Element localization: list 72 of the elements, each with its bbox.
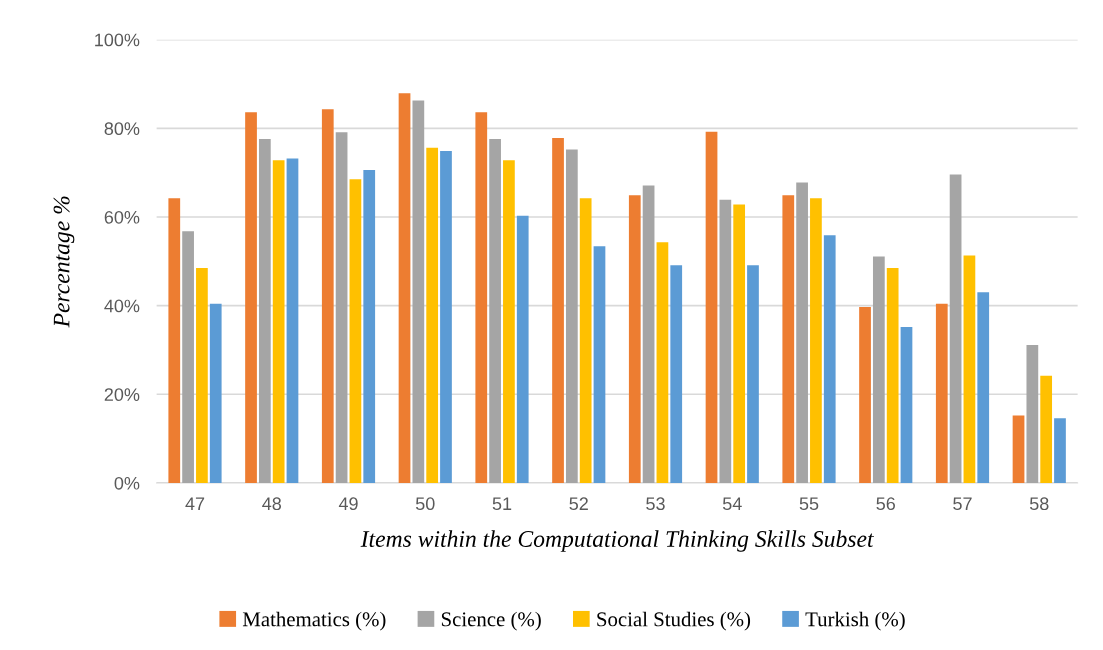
bar (349, 179, 362, 483)
bar (1012, 415, 1025, 483)
bar (272, 160, 285, 483)
bar (286, 158, 299, 483)
bar (977, 292, 990, 483)
bar (670, 265, 683, 483)
bar (859, 306, 871, 483)
bar (196, 267, 208, 483)
bar (642, 185, 655, 483)
x-tick-label: 53 (646, 497, 665, 511)
bar (747, 265, 759, 483)
bar (182, 231, 194, 483)
bar (810, 198, 822, 483)
bar (656, 242, 669, 483)
bar (245, 112, 257, 483)
x-tick-label: 47 (185, 497, 205, 510)
y-tick-label: 60% (104, 210, 140, 224)
x-tick-label: 48 (262, 497, 282, 511)
y-tick-label: 80% (104, 122, 140, 136)
bar (900, 326, 913, 483)
x-tick-label: 55 (799, 497, 819, 511)
bar (440, 150, 452, 483)
x-tick-label: 49 (338, 497, 358, 511)
bar (398, 93, 411, 483)
bar (593, 246, 606, 483)
x-tick-label: 56 (876, 497, 895, 511)
bar (1026, 345, 1039, 483)
bar (552, 138, 564, 483)
bar (823, 235, 836, 483)
x-axis-title: Items within the Computational Thinking Skills Subset (360, 530, 875, 552)
bar (209, 303, 222, 483)
y-tick-label: 20% (104, 388, 140, 402)
x-tick-label: 51 (492, 497, 512, 511)
x-tick-label: 54 (722, 497, 742, 511)
bar (579, 198, 592, 483)
bar (258, 138, 271, 483)
x-tick-label: 58 (1029, 497, 1049, 511)
bar (963, 255, 976, 483)
bar (935, 303, 948, 483)
bar (516, 215, 529, 483)
bar (321, 109, 334, 483)
legend-label: Social Studies (%) (597, 611, 751, 631)
bar (426, 147, 439, 483)
x-tick-label: 57 (953, 497, 972, 511)
y-tick-label: 100% (95, 33, 140, 47)
bar (168, 198, 181, 483)
bar (489, 138, 501, 483)
bar (335, 132, 348, 483)
bar (565, 149, 578, 483)
bar (782, 195, 795, 483)
bar (949, 174, 962, 483)
bar (412, 100, 425, 483)
bar (796, 182, 808, 483)
legend-label: Science (%) (441, 611, 541, 631)
bar (733, 204, 746, 483)
bar (886, 267, 899, 483)
bar (363, 169, 376, 483)
y-axis-title: Percentage % (53, 196, 75, 328)
x-tick-label: 52 (569, 497, 588, 511)
y-tick-label: 0% (114, 476, 140, 490)
bar (1040, 375, 1053, 483)
legend-label: Mathematics (%) (242, 611, 386, 631)
bar (872, 256, 885, 483)
legend-label: Turkish (%) (805, 611, 905, 631)
bar (628, 195, 641, 483)
bar (475, 112, 488, 483)
bar (705, 131, 718, 483)
bar (1054, 418, 1066, 483)
y-tick-label: 40% (104, 299, 140, 313)
x-tick-label: 50 (415, 497, 435, 511)
bar (719, 199, 732, 483)
bar (503, 160, 515, 483)
